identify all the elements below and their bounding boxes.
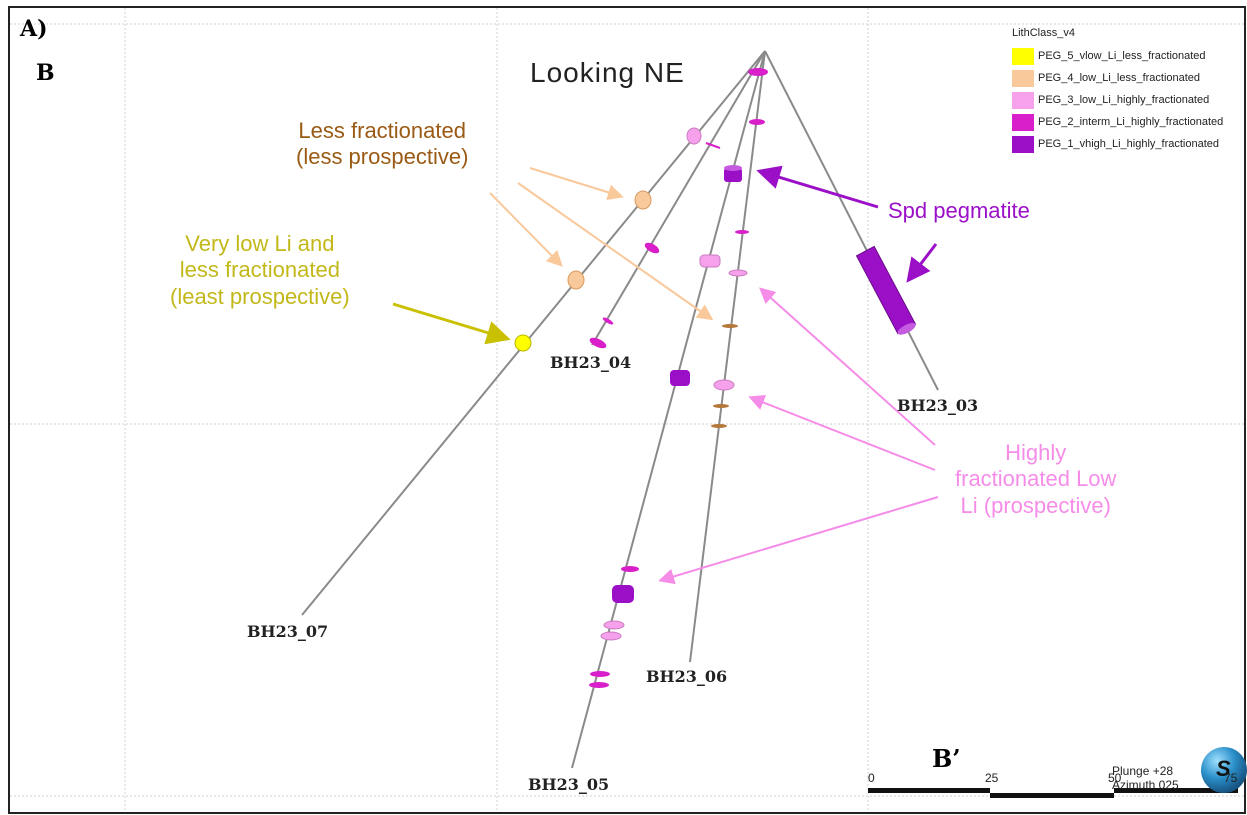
section-end-label-b: B: [36, 60, 55, 86]
scale-tick-label: 25: [985, 771, 999, 785]
globe-letter: S: [1216, 756, 1231, 781]
legend-item: PEG_2_interm_Li_highly_fractionated: [1012, 111, 1223, 133]
annotation-line: (less prospective): [296, 144, 469, 170]
borehole-label-bh23-06: BH23_06: [646, 667, 728, 686]
orientation-readout: Plunge +28 Azimuth 025: [1112, 764, 1179, 792]
annotation-highly-fractionated: Highly fractionated Low Li (prospective): [955, 440, 1116, 519]
legend-item: PEG_3_low_Li_highly_fractionated: [1012, 89, 1223, 111]
plunge-value: Plunge +28: [1112, 764, 1174, 778]
legend-item-label: PEG_3_low_Li_highly_fractionated: [1038, 94, 1210, 106]
annotation-line: Li (prospective): [960, 492, 1111, 518]
legend-item: PEG_4_low_Li_less_fractionated: [1012, 67, 1223, 89]
legend-swatch: [1012, 47, 1034, 65]
borehole-label-bh23-05: BH23_05: [528, 775, 610, 794]
trace-bh23-04: [591, 50, 766, 346]
globe-icon[interactable]: S: [1201, 747, 1247, 793]
trace-bh23-07: [301, 50, 766, 616]
annotation-spd-pegmatite: Spd pegmatite: [888, 198, 1030, 223]
legend-item: PEG_5_vlow_Li_less_fractionated: [1012, 45, 1223, 67]
legend-item: PEG_1_vhigh_Li_highly_fractionated: [1012, 133, 1223, 155]
scale-bar: [868, 788, 1238, 798]
scale-tick-label: 0: [868, 771, 875, 785]
annotation-arrows: [392, 165, 939, 585]
legend-item-label: PEG_5_vlow_Li_less_fractionated: [1038, 50, 1206, 62]
section-end-label-b-prime: B’: [932, 744, 961, 773]
pegmatite-intervals: [514, 68, 917, 688]
annotation-line: Less fractionated: [298, 118, 466, 143]
trace-bh23-05: [571, 50, 766, 769]
interval-bh23-03: [855, 245, 917, 335]
annotation-line: (least prospective): [170, 283, 350, 309]
azimuth-value: Azimuth 025: [1112, 778, 1179, 792]
legend-swatch: [1012, 113, 1034, 131]
legend-item-label: PEG_2_interm_Li_highly_fractionated: [1038, 116, 1224, 128]
legend: LithClass_v4 PEG_5_vlow_Li_less_fraction…: [1012, 27, 1223, 155]
panel-label-a: A): [20, 16, 48, 42]
legend-swatch: [1012, 91, 1034, 109]
annotation-very-low-li: Very low Li and less fractionated (least…: [170, 231, 350, 310]
borehole-label-bh23-03: BH23_03: [897, 396, 979, 415]
borehole-label-bh23-07: BH23_07: [247, 622, 329, 641]
frame-border: [8, 6, 1246, 814]
view-direction-label: Looking NE: [530, 57, 685, 88]
trace-bh23-06: [689, 50, 766, 663]
legend-item-label: PEG_4_low_Li_less_fractionated: [1038, 72, 1201, 84]
legend-swatch: [1012, 135, 1034, 153]
legend-item-label: PEG_1_vhigh_Li_highly_fractionated: [1038, 138, 1220, 150]
scale-tick-label: 75: [1224, 771, 1238, 785]
annotation-less-fractionated: Less fractionated (less prospective): [296, 118, 468, 171]
scale-tick-label: 50: [1108, 771, 1122, 785]
annotation-line: less fractionated: [179, 257, 340, 283]
annotation-line: fractionated Low: [955, 466, 1117, 492]
legend-title: LithClass_v4: [1012, 27, 1075, 39]
trace-bh23-03: [764, 50, 939, 391]
annotation-line: Very low Li and: [185, 231, 335, 256]
annotation-line: Highly: [1005, 440, 1067, 465]
borehole-label-bh23-04: BH23_04: [550, 353, 632, 372]
legend-swatch: [1012, 69, 1034, 87]
